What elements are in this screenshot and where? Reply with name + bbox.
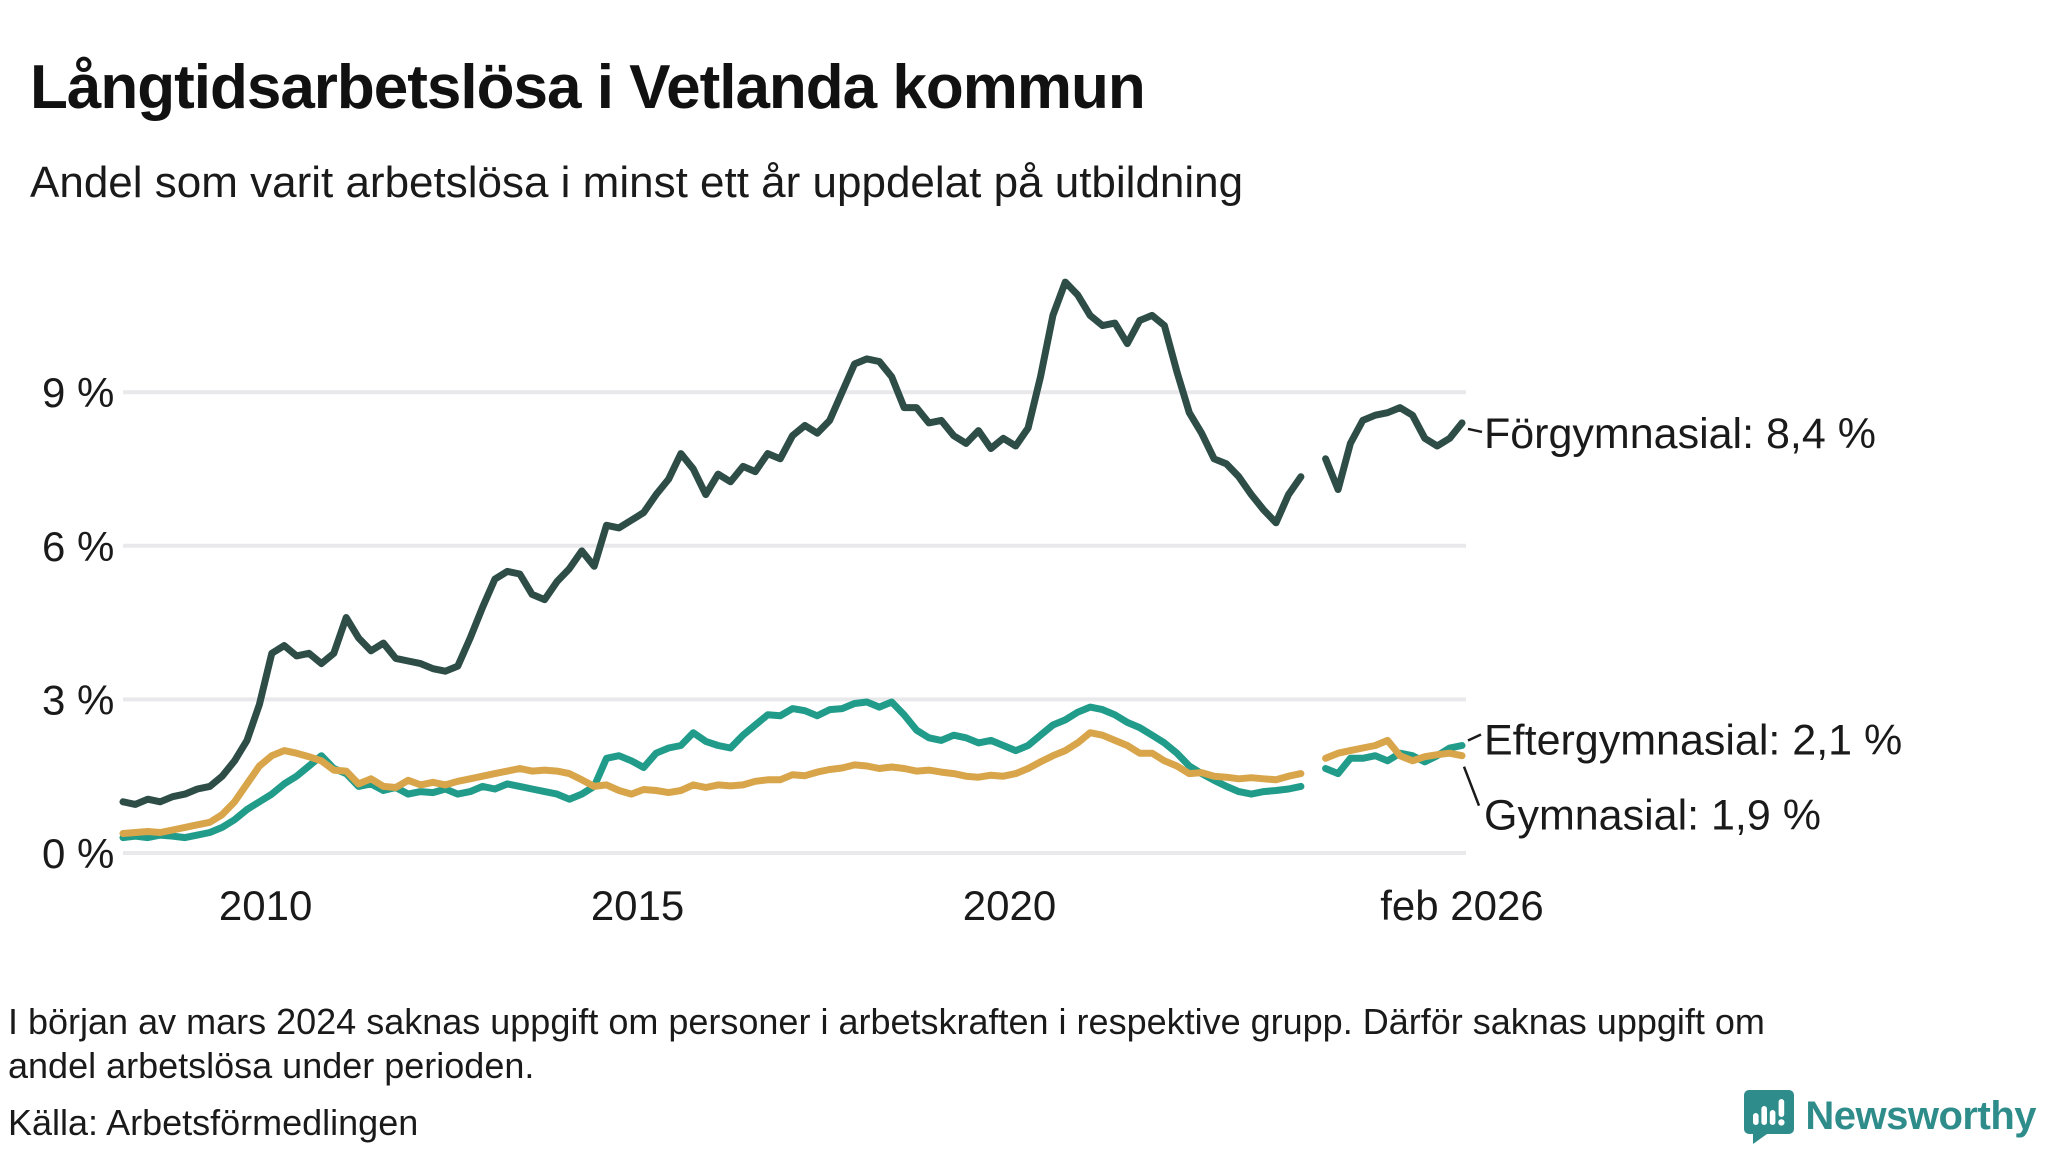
series-line-gymnasial bbox=[119, 729, 1466, 837]
series-annotations: Förgymnasial: 8,4 % Eftergymnasial: 2,1 %… bbox=[1462, 410, 1902, 840]
label-connector bbox=[1467, 427, 1483, 434]
x-axis: 2010 2015 2020 feb 2026 bbox=[219, 882, 1544, 929]
chart-subtitle: Andel som varit arbetslösa i minst ett å… bbox=[30, 158, 1244, 207]
chart-footnote: I början av mars 2024 saknas uppgift om … bbox=[8, 1000, 1765, 1088]
label-connector bbox=[1467, 733, 1482, 742]
line-chart: 9 % 6 % 3 % 0 % 2010 2015 2020 feb 2026 Förgymna… bbox=[42, 278, 1902, 929]
newsworthy-logo: Newsworthy bbox=[1743, 1088, 2036, 1144]
series-end-label: Förgymnasial: 8,4 % bbox=[1484, 410, 1876, 458]
x-axis-tick-label: feb 2026 bbox=[1380, 882, 1544, 929]
x-axis-tick-label: 2020 bbox=[963, 882, 1056, 929]
newsworthy-icon bbox=[1744, 1090, 1795, 1144]
source-note: Källa: Arbetsförmedlingen bbox=[8, 1102, 419, 1143]
y-axis: 9 % 6 % 3 % 0 % bbox=[42, 369, 114, 877]
footnote-line-2: andel arbetslösa under perioden. bbox=[8, 1045, 535, 1086]
y-axis-tick-label: 6 % bbox=[42, 523, 114, 570]
series-end-label: Gymnasial: 1,9 % bbox=[1484, 792, 1821, 840]
y-axis-tick-label: 9 % bbox=[42, 369, 114, 416]
x-axis-tick-label: 2015 bbox=[591, 882, 684, 929]
series-line-förgymnasial bbox=[119, 278, 1466, 808]
series-lines bbox=[119, 278, 1466, 842]
series-line-eftergymnasial bbox=[119, 698, 1466, 842]
page-title: Långtidsarbetslösa i Vetlanda kommun bbox=[30, 52, 1146, 122]
newsworthy-wordmark: Newsworthy bbox=[1805, 1093, 2036, 1138]
series-end-label: Eftergymnasial: 2,1 % bbox=[1484, 716, 1902, 764]
footnote-line-1: I början av mars 2024 saknas uppgift om … bbox=[8, 1001, 1765, 1042]
x-axis-tick-label: 2010 bbox=[219, 882, 312, 929]
label-connector bbox=[1462, 766, 1481, 807]
y-axis-tick-label: 0 % bbox=[42, 830, 114, 877]
gridlines bbox=[123, 390, 1466, 855]
y-axis-tick-label: 3 % bbox=[42, 676, 114, 723]
